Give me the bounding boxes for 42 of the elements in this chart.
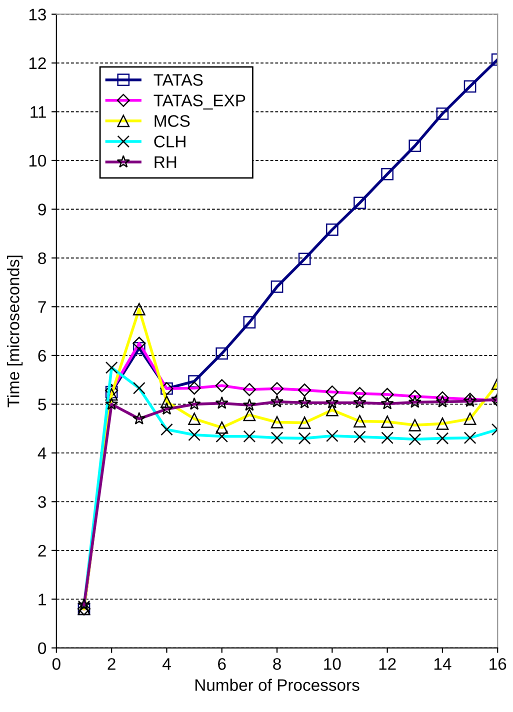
point	[408, 140, 422, 152]
x-tick-label: 10	[324, 658, 341, 670]
point	[188, 375, 200, 388]
x-tick-label: 14	[434, 658, 452, 670]
y-tick-label: 4	[38, 448, 46, 459]
point	[243, 316, 256, 328]
x-tick-label: 4	[162, 658, 171, 670]
x-tick-label: 12	[379, 658, 396, 670]
x-tick-label: 6	[218, 658, 226, 670]
point	[270, 280, 284, 293]
y-tick-label: 11	[30, 106, 46, 118]
legend-label: CLH	[154, 136, 186, 148]
y-tick-label: 1	[38, 594, 46, 606]
y-tick-label: 9	[38, 204, 46, 216]
y-tick-label: 10	[29, 154, 46, 167]
x-tick-label: 0	[52, 658, 60, 670]
legend-label: MCS	[154, 115, 190, 127]
point	[326, 224, 338, 236]
y-tick-label: 3	[38, 496, 46, 508]
point	[354, 196, 366, 210]
y-tick-label: 12	[29, 57, 46, 70]
x-tick-label: 8	[273, 658, 281, 670]
point	[298, 252, 311, 266]
x-axis-title: Number of Processors	[195, 678, 360, 691]
x-tick-label: 16	[490, 658, 506, 670]
legend-label: TATAS	[154, 74, 203, 86]
y-axis-title: Time [microseconds]	[7, 256, 23, 408]
y-tick-label: 6	[38, 350, 46, 362]
point	[436, 108, 449, 120]
y-tick-label: 8	[38, 252, 46, 264]
y-tick-label: 5	[38, 398, 46, 410]
point	[464, 80, 476, 93]
point	[381, 168, 394, 180]
legend-label: TATAS_EXP	[154, 94, 246, 110]
y-tick-label: 2	[38, 544, 46, 556]
legend-label: RH	[154, 156, 176, 168]
y-tick-label: 7	[38, 301, 46, 313]
point	[132, 342, 146, 354]
x-tick-label: 2	[108, 658, 116, 670]
y-tick-label: 0	[38, 642, 46, 654]
y-tick-label: 13	[29, 8, 46, 20]
point	[216, 347, 228, 360]
